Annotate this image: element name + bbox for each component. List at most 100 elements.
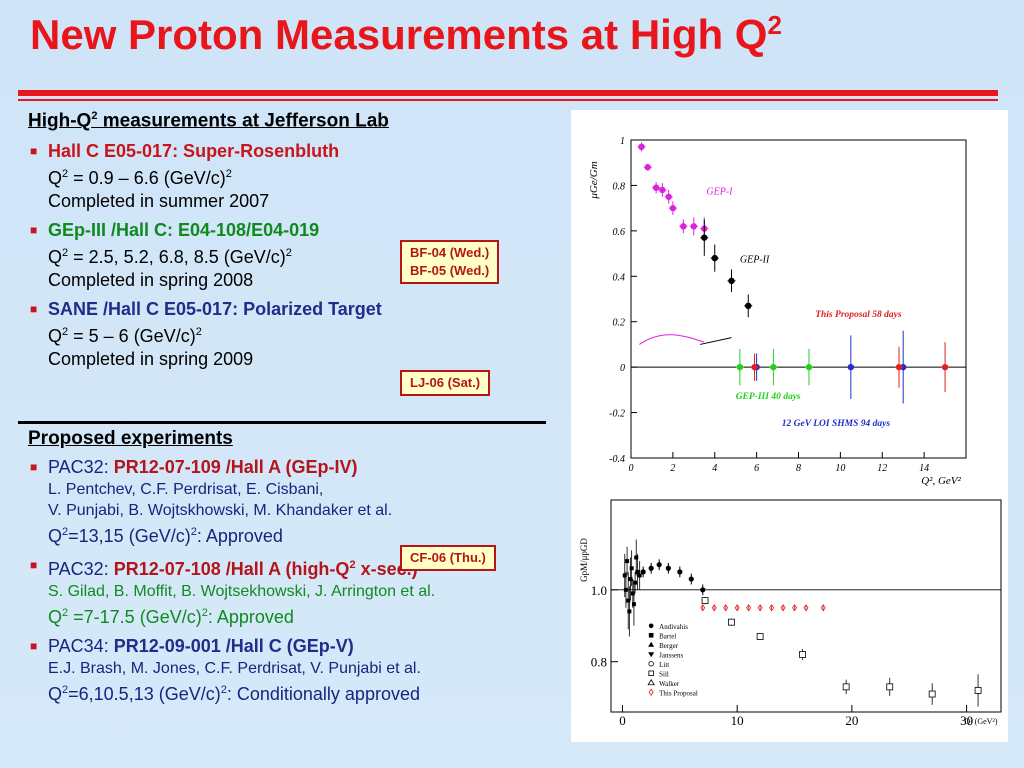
y-tick-label: -0.4 bbox=[609, 454, 625, 465]
tag-line: BF-05 (Wed.) bbox=[410, 263, 490, 278]
figure-panel: -0.4 -0.2 0 0.2 0.4 0.6 0.8 1 0 2 4 6 8 10 12 14 Q², GeV… bbox=[571, 110, 1008, 742]
y-tick-label: 0.2 bbox=[613, 318, 626, 329]
data-point bbox=[847, 363, 855, 371]
section2-heading: Proposed experiments bbox=[28, 428, 233, 449]
plot-frame bbox=[630, 139, 967, 459]
session-tag-bf: BF-04 (Wed.) BF-05 (Wed.) bbox=[400, 240, 500, 284]
section1-heading: High-Q2 measurements at Jefferson Lab bbox=[28, 110, 389, 132]
x-axis-label: Q², GeV² bbox=[921, 475, 961, 487]
bullet-icon: ■ bbox=[30, 558, 38, 572]
data-point bbox=[629, 566, 634, 571]
data-point bbox=[842, 683, 850, 691]
data-point bbox=[757, 604, 763, 612]
data-point bbox=[630, 591, 635, 596]
status-text: Completed in spring 2008 bbox=[48, 270, 254, 291]
legend-label: Andivahis bbox=[659, 623, 688, 631]
projection-curve bbox=[699, 337, 732, 345]
data-point bbox=[745, 302, 752, 310]
data-point bbox=[803, 604, 809, 612]
q2-range: Q2 = 5 – 6 (GeV/c)2 bbox=[48, 326, 202, 347]
series-label: GEP-I bbox=[706, 187, 733, 198]
data-point bbox=[756, 633, 764, 640]
bullet-icon: ■ bbox=[30, 302, 38, 317]
x-tick-label: 0 bbox=[619, 713, 626, 728]
authors: E.J. Brash, M. Jones, C.F. Perdrisat, V.… bbox=[48, 660, 421, 677]
data-point bbox=[746, 604, 752, 612]
q2-range: Q2 = 2.5, 5.2, 6.8, 8.5 (GeV/c)2 bbox=[48, 247, 292, 268]
session-tag-lj: LJ-06 (Sat.) bbox=[400, 370, 491, 396]
authors: S. Gilad, B. Moffit, B. Wojtsekhowski, J… bbox=[48, 583, 436, 600]
list-item: ■ PAC34: PR12-09-001 /Hall C (GEp-V) E.J… bbox=[28, 635, 558, 706]
series-label: 12 GeV LOI SHMS 94 days bbox=[782, 419, 891, 429]
x-tick-label: 12 bbox=[877, 463, 887, 474]
legend-label: This Proposal bbox=[659, 689, 698, 697]
data-point bbox=[941, 363, 949, 371]
data-point bbox=[701, 597, 709, 605]
series-label: GEP-III 40 days bbox=[736, 392, 801, 402]
series-label: This Proposal 58 days bbox=[815, 310, 902, 320]
data-point bbox=[886, 683, 894, 691]
x-tick-label: 10 bbox=[835, 463, 845, 474]
list-item: ■ Hall C E05-017: Super-Rosenbluth Q2 = … bbox=[28, 140, 558, 213]
legend-marker bbox=[648, 623, 654, 629]
data-point bbox=[736, 363, 744, 371]
y-tick-label: 0.4 bbox=[613, 272, 626, 283]
y-tick-label: -0.2 bbox=[609, 409, 625, 420]
data-point bbox=[628, 577, 633, 582]
authors: V. Punjabi, B. Wojtskhowski, M. Khandake… bbox=[48, 502, 393, 519]
y-tick-label: 1.0 bbox=[591, 583, 607, 598]
data-point bbox=[805, 363, 813, 371]
list-item: ■ GEp-III /Hall C: E04-108/E04-019 Q2 = … bbox=[28, 219, 558, 292]
legend-label: Sill bbox=[659, 670, 669, 678]
x-tick-label: 4 bbox=[712, 463, 717, 474]
legend-label: Litt bbox=[659, 661, 669, 669]
bullet-icon: ■ bbox=[30, 223, 38, 238]
y-tick-label: 0 bbox=[620, 363, 625, 374]
bullet-icon: ■ bbox=[30, 639, 38, 653]
data-point bbox=[711, 254, 718, 262]
data-point bbox=[626, 598, 631, 603]
data-point bbox=[669, 204, 677, 212]
data-point bbox=[635, 569, 640, 574]
data-point bbox=[974, 687, 982, 694]
data-point bbox=[769, 604, 775, 612]
data-point bbox=[637, 573, 642, 578]
data-point bbox=[690, 223, 698, 230]
data-point bbox=[638, 143, 645, 151]
legend-marker bbox=[648, 641, 655, 647]
legend-marker bbox=[648, 652, 655, 658]
title-rule bbox=[18, 90, 998, 96]
legend-label: Janssens bbox=[659, 651, 683, 659]
data-point bbox=[627, 609, 632, 614]
data-point bbox=[640, 569, 646, 575]
data-point bbox=[792, 604, 798, 612]
list-item: ■ PAC32: PR12-07-108 /Hall A (high-Q2 x-… bbox=[28, 554, 558, 629]
session-tag-cf: CF-06 (Thu.) bbox=[400, 545, 496, 571]
plot-frame bbox=[610, 499, 1002, 713]
legend-marker bbox=[648, 688, 654, 696]
authors: L. Pentchev, C.F. Perdrisat, E. Cisbani, bbox=[48, 481, 324, 498]
bullet-icon: ■ bbox=[30, 460, 38, 474]
data-point bbox=[656, 562, 662, 568]
section-divider bbox=[18, 421, 546, 424]
legend-marker bbox=[647, 678, 655, 686]
data-point bbox=[648, 565, 654, 571]
data-point bbox=[820, 604, 826, 612]
list-item: ■ SANE /Hall C E05-017: Polarized Target… bbox=[28, 298, 558, 371]
data-point bbox=[728, 277, 735, 285]
legend-label: Berger bbox=[659, 642, 679, 650]
data-point bbox=[644, 164, 651, 171]
x-tick-label: 8 bbox=[796, 463, 801, 474]
data-point bbox=[728, 618, 735, 626]
legend-label: Bartel bbox=[659, 632, 676, 640]
legend-label: Walker bbox=[659, 680, 680, 688]
list-item: ■ PAC32: PR12-07-109 /Hall A (GEp-IV) L.… bbox=[28, 456, 558, 548]
data-point bbox=[622, 573, 627, 578]
title-rule-thin bbox=[18, 99, 998, 101]
q2-approval: Q2=6,10.5,13 (GeV/c)2: Conditionally app… bbox=[48, 684, 420, 704]
data-point bbox=[751, 363, 758, 371]
x-tick-label: 6 bbox=[754, 463, 759, 474]
experiment-name: Hall C E05-017: Super-Rosenbluth bbox=[48, 141, 340, 162]
left-column: High-Q2 measurements at Jefferson Lab ■ … bbox=[28, 110, 558, 371]
